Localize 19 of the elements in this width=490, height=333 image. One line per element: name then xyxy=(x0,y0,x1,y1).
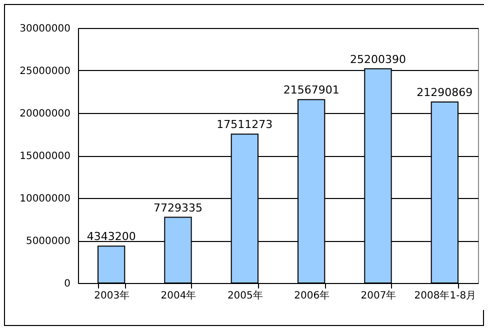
x-tick-label: 2004年 xyxy=(160,290,196,302)
y-tick-label: 30000000 xyxy=(20,24,70,34)
x-tick-label: 2008年1-8月 xyxy=(414,290,476,302)
y-tick-label: 20000000 xyxy=(20,108,70,120)
data-label: 17511273 xyxy=(216,118,273,132)
y-tick-label: 15000000 xyxy=(20,151,70,162)
data-label: 25200390 xyxy=(350,52,406,66)
data-label: 4343200 xyxy=(86,230,136,244)
y-tick-label: 25000000 xyxy=(20,66,70,77)
data-label: 7729335 xyxy=(154,201,202,214)
data-label: 21567901 xyxy=(283,84,340,97)
x-tick-label: 2007年 xyxy=(360,290,396,302)
y-tick-label: 5000000 xyxy=(26,236,70,247)
x-tick-label: 2005年 xyxy=(227,290,263,302)
x-tick-label: 2006年 xyxy=(294,290,330,302)
y-tick-label: 0 xyxy=(64,278,70,290)
y-tick-label: 10000000 xyxy=(20,194,70,204)
data-label: 21290869 xyxy=(416,86,473,100)
x-tick-label: 2003年 xyxy=(94,290,130,302)
